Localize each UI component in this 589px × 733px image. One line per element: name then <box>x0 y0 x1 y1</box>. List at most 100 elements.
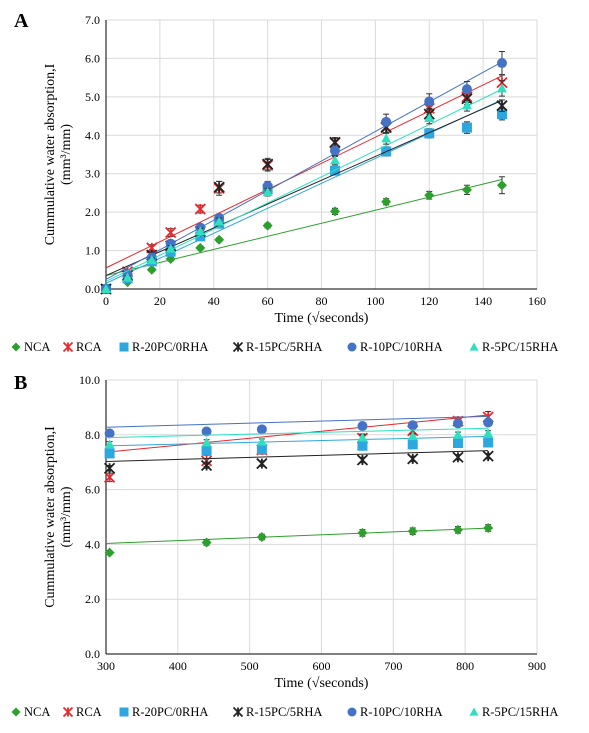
y-tick-label: 0.0 <box>85 282 100 296</box>
legend-marker <box>119 342 129 352</box>
legend-marker <box>62 706 74 718</box>
x-tick-label: 160 <box>528 294 546 308</box>
legend-label: R-10PC/10RHA <box>360 705 443 719</box>
data-point <box>104 547 115 558</box>
legend-item: R-15PC/5RHA <box>232 705 322 719</box>
legend-label: RCA <box>76 340 102 354</box>
data-point <box>407 431 418 441</box>
panel-label: A <box>14 10 29 32</box>
y-tick-label: 3.0 <box>85 167 100 181</box>
data-point <box>407 453 419 465</box>
trend-line <box>105 61 503 280</box>
legend-marker <box>11 342 21 352</box>
data-point <box>213 181 225 193</box>
y-tick-label: 10.0 <box>79 373 100 387</box>
data-point <box>256 457 268 470</box>
legend-item: R-10PC/10RHA <box>347 705 443 719</box>
chart-b: B 300 400 500 600 700 800 900 0.0 2.0 4.0 6.0 8.0 10.… <box>11 372 558 719</box>
data-point <box>452 429 463 439</box>
x-tick-label: 600 <box>313 659 331 673</box>
legend-marker <box>11 707 21 717</box>
legend-marker <box>347 342 357 352</box>
series-R-15PC/5RHA <box>103 450 494 474</box>
series-R-20PC/0RHA <box>101 99 507 294</box>
data-point <box>201 537 212 548</box>
trend-line <box>105 415 489 428</box>
legend-item: R-20PC/0RHA <box>119 705 208 719</box>
data-point <box>496 58 507 69</box>
x-tick-label: 500 <box>241 659 259 673</box>
series-R-5PC/15RHA <box>101 80 507 293</box>
data-point <box>381 116 392 127</box>
legend-item: RCA <box>62 340 102 354</box>
legend-marker <box>469 707 479 716</box>
trend-line <box>105 75 503 269</box>
data-point <box>424 96 435 107</box>
data-point <box>214 216 225 226</box>
data-point <box>357 440 368 451</box>
legend-marker <box>469 342 479 351</box>
data-point <box>104 439 115 449</box>
data-point <box>357 527 368 538</box>
x-axis-label: Time (√seconds) <box>275 311 369 326</box>
x-tick-label: 700 <box>384 659 402 673</box>
data-point <box>146 264 157 275</box>
y-axis-label: Cummulative water absorption,I <box>43 426 58 608</box>
data-point <box>452 438 463 449</box>
data-point <box>262 220 273 231</box>
data-point <box>424 128 435 139</box>
series-R-10PC/10RHA <box>101 51 507 294</box>
data-point <box>214 234 225 245</box>
y-tick-label: 4.0 <box>85 537 100 551</box>
data-point <box>256 436 267 446</box>
data-point <box>165 226 177 239</box>
series-RCA <box>100 74 508 295</box>
legend-marker <box>347 707 357 717</box>
legend-label: NCA <box>24 340 50 354</box>
legend-item: R-5PC/15RHA <box>469 340 558 354</box>
series-NCA <box>104 522 494 558</box>
y-tick-label: 1.0 <box>85 244 100 258</box>
x-tick-label: 40 <box>208 294 220 308</box>
chart-a: A 0 20 40 60 80 100 120 140 160 0.0 1.0 2.0 3.0 4.0 5.0… <box>11 10 558 354</box>
legend-label: RCA <box>76 705 102 719</box>
data-point <box>165 243 176 253</box>
data-point <box>496 180 507 191</box>
trend-line <box>105 414 489 453</box>
series-R-20PC/0RHA <box>104 435 494 459</box>
x-tick-label: 20 <box>154 294 166 308</box>
x-tick-label: 120 <box>420 294 438 308</box>
panel-label: B <box>14 372 27 394</box>
data-point <box>496 83 507 93</box>
trend-line <box>105 427 489 439</box>
y-tick-label: 6.0 <box>85 51 100 65</box>
data-point <box>452 524 463 535</box>
data-point <box>195 226 206 236</box>
legend-item: NCA <box>11 705 50 719</box>
data-point <box>356 454 369 466</box>
x-axis-label: Time (√seconds) <box>275 676 369 691</box>
trend-line <box>105 88 503 282</box>
data-point <box>200 459 213 472</box>
data-point <box>201 445 212 456</box>
data-point <box>329 155 340 165</box>
data-point <box>101 284 111 293</box>
data-point <box>201 437 212 447</box>
legend-label: R-15PC/5RHA <box>246 340 322 354</box>
trend-line <box>105 179 503 277</box>
legend-label: R-10PC/10RHA <box>360 340 443 354</box>
y-axis-label-unit: (mm³/mm) <box>59 124 74 185</box>
data-point <box>424 190 435 201</box>
data-point <box>452 451 464 463</box>
data-point <box>461 184 472 195</box>
x-tick-label: 300 <box>97 659 115 673</box>
data-point <box>262 187 273 197</box>
data-point <box>381 133 392 143</box>
data-point <box>482 450 494 462</box>
data-point <box>461 100 472 110</box>
legend: NCA RCA R-20PC/0RHA R-15PC/5RHA R-10PC/10RHA… <box>11 705 558 719</box>
y-tick-label: 2.0 <box>85 592 100 606</box>
data-point <box>195 242 206 253</box>
data-point <box>461 122 472 133</box>
